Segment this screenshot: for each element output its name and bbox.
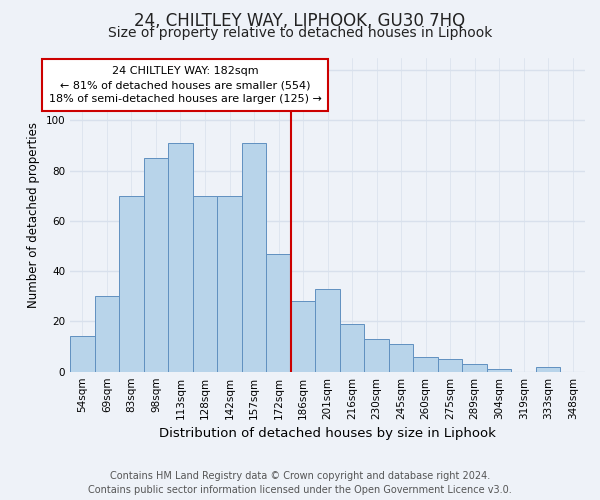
Bar — [95, 296, 119, 372]
X-axis label: Distribution of detached houses by size in Liphook: Distribution of detached houses by size … — [159, 427, 496, 440]
Bar — [463, 364, 487, 372]
Bar — [340, 324, 364, 372]
Bar — [70, 336, 95, 372]
Bar — [316, 288, 340, 372]
Text: Contains HM Land Registry data © Crown copyright and database right 2024.
Contai: Contains HM Land Registry data © Crown c… — [88, 471, 512, 495]
Bar — [389, 344, 413, 372]
Bar — [193, 196, 217, 372]
Bar — [266, 254, 291, 372]
Text: Size of property relative to detached houses in Liphook: Size of property relative to detached ho… — [108, 26, 492, 40]
Bar — [413, 356, 438, 372]
Bar — [242, 143, 266, 372]
Bar — [487, 369, 511, 372]
Bar — [291, 302, 316, 372]
Bar — [168, 143, 193, 372]
Y-axis label: Number of detached properties: Number of detached properties — [27, 122, 40, 308]
Bar — [536, 366, 560, 372]
Text: 24, CHILTLEY WAY, LIPHOOK, GU30 7HQ: 24, CHILTLEY WAY, LIPHOOK, GU30 7HQ — [134, 12, 466, 30]
Bar — [438, 359, 463, 372]
Bar — [144, 158, 168, 372]
Bar — [364, 339, 389, 372]
Text: 24 CHILTLEY WAY: 182sqm
← 81% of detached houses are smaller (554)
18% of semi-d: 24 CHILTLEY WAY: 182sqm ← 81% of detache… — [49, 66, 322, 104]
Bar — [217, 196, 242, 372]
Bar — [119, 196, 144, 372]
